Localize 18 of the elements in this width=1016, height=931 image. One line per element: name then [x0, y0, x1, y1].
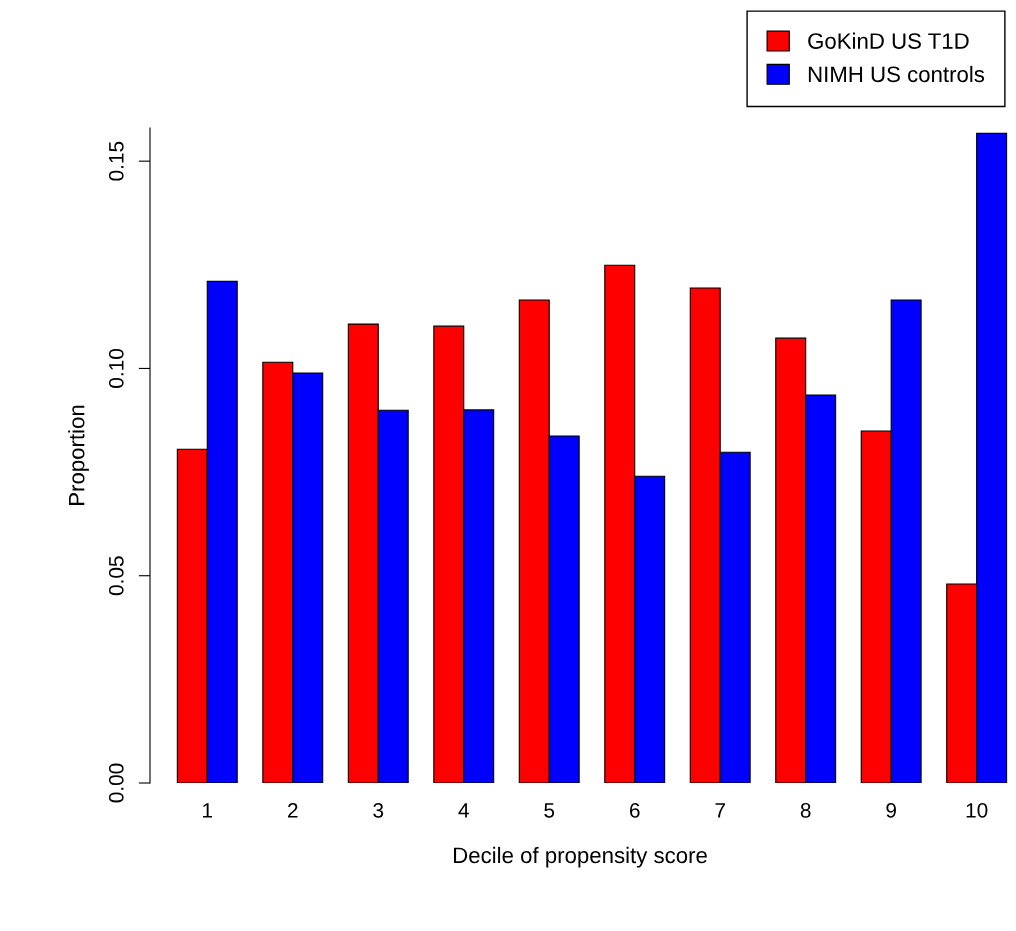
y-tick-label: 0.00 [108, 763, 124, 803]
x-tick-label: 10 [966, 802, 988, 818]
y-axis-title: Proportion [68, 405, 89, 505]
x-tick-label: 9 [886, 802, 896, 818]
x-tick-label: 7 [715, 803, 725, 818]
x-tick-label: 5 [544, 803, 555, 818]
x-axis-title: Decile of propensity score [453, 846, 707, 868]
x-tick-label: 1 [203, 803, 213, 818]
y-tick-label: 0.05 [108, 556, 124, 596]
x-tick-label: 4 [458, 803, 469, 818]
x-tick-label: 8 [800, 802, 811, 818]
x-tick-label: 6 [629, 802, 640, 818]
y-tick-label: 0.15 [108, 141, 124, 181]
legend-label: GoKinD US T1D [808, 32, 969, 49]
x-tick-label: 3 [373, 802, 384, 818]
x-tick-label: 2 [288, 802, 298, 818]
legend-label: NIMH US controls [808, 65, 985, 83]
y-tick-label: 0.10 [108, 348, 124, 388]
